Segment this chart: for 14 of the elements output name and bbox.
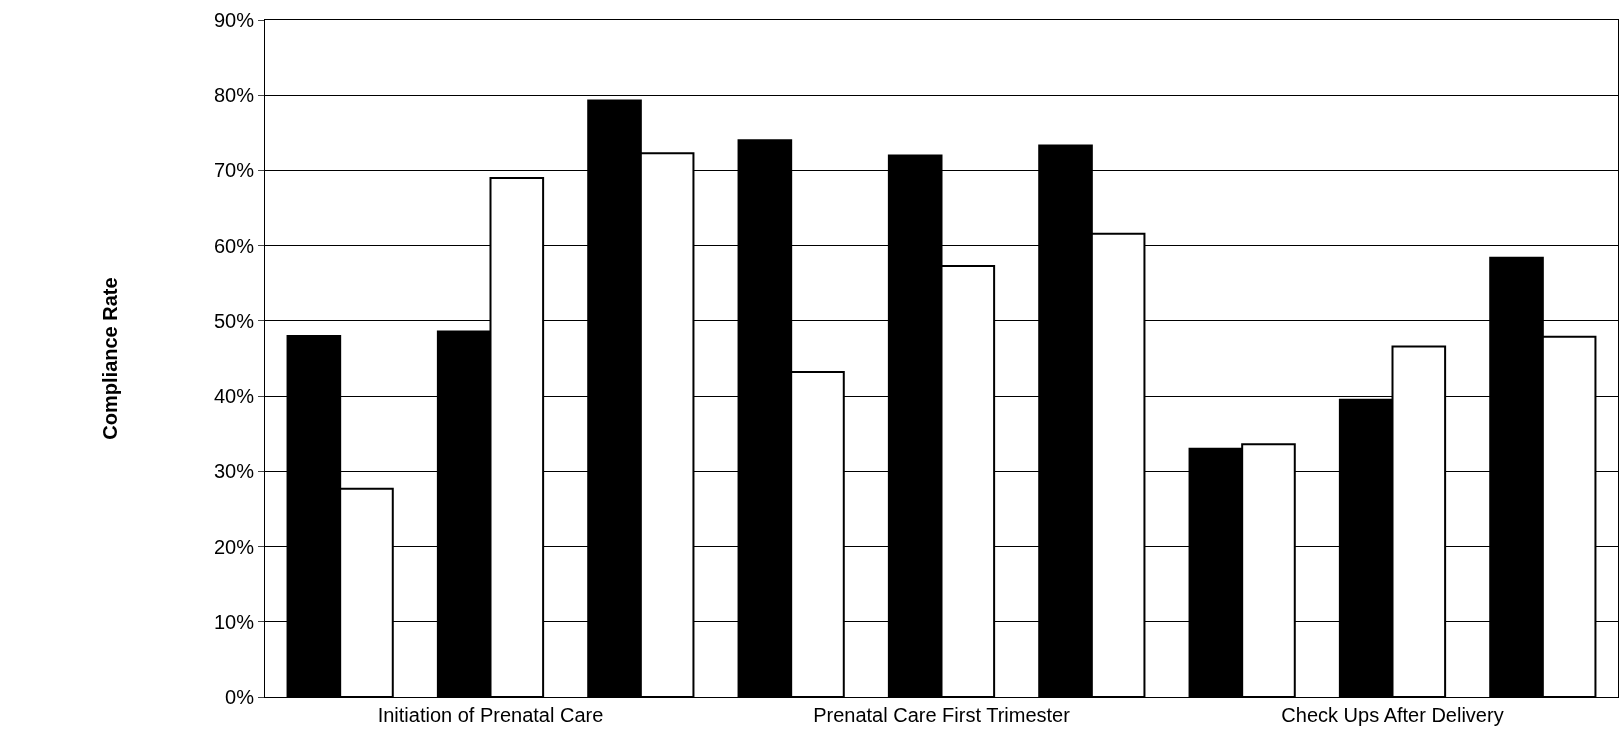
x-tick-label: Initiation of Prenatal Care xyxy=(377,704,604,726)
y-axis-title: Compliance Rate xyxy=(99,277,122,440)
y-tick-label: 60% xyxy=(213,234,255,257)
y-tick-label: 40% xyxy=(213,385,255,408)
y-tick-label: 0% xyxy=(225,686,255,708)
y-tick-label: 80% xyxy=(213,84,255,107)
y-tick-label: 30% xyxy=(213,460,255,483)
y-tick-label: 70% xyxy=(213,159,255,182)
x-tick-label: Prenatal Care First Trimester xyxy=(813,704,1071,726)
y-tick-label: 10% xyxy=(213,610,255,633)
y-tick-label: 90% xyxy=(213,9,255,31)
x-tick-label: Check Ups After Delivery xyxy=(1281,704,1504,726)
y-tick-label: 50% xyxy=(213,309,255,332)
y-tick-label: 20% xyxy=(213,535,255,558)
